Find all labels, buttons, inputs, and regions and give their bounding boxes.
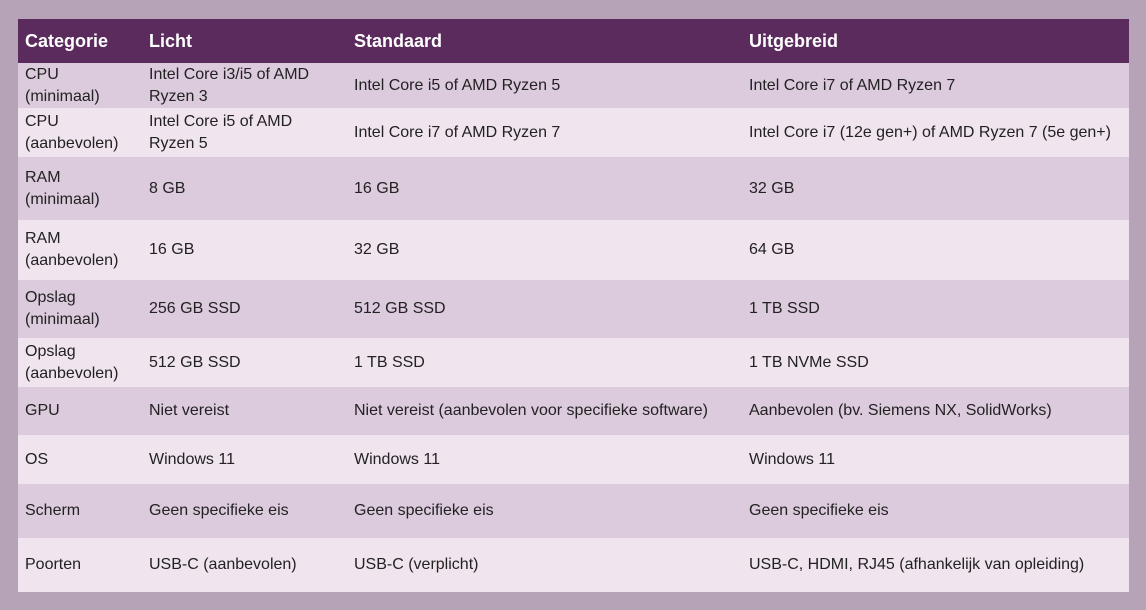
- table-cell: 8 GB: [142, 157, 347, 220]
- table-cell: USB-C (aanbevolen): [142, 538, 347, 592]
- table-header: Categorie Licht Standaard Uitgebreid: [18, 19, 1129, 63]
- table-row: GPU Niet vereist Niet vereist (aanbevolen …: [18, 387, 1129, 435]
- table-row: RAM (aanbevolen) 16 GB 32 GB 64 GB: [18, 220, 1129, 280]
- table-cell: Intel Core i3/i5 of AMD Ryzen 3: [142, 63, 347, 108]
- table-row: Opslag (aanbevolen) 512 GB SSD 1 TB SSD 1 T…: [18, 338, 1129, 387]
- table-cell: RAM (minimaal): [18, 157, 142, 220]
- table-cell: CPU (aanbevolen): [18, 108, 142, 157]
- table-cell: Intel Core i5 of AMD Ryzen 5: [142, 108, 347, 157]
- table-row: Scherm Geen specifieke eis Geen specifieke…: [18, 484, 1129, 538]
- table-cell: RAM (aanbevolen): [18, 220, 142, 280]
- table-row: OS Windows 11 Windows 11 Windows 11: [18, 435, 1129, 484]
- table-cell: Poorten: [18, 538, 142, 592]
- table-cell: Intel Core i7 (12e gen+) of AMD Ryzen 7 …: [742, 108, 1129, 157]
- table-cell: Windows 11: [347, 435, 742, 484]
- table-cell: OS: [18, 435, 142, 484]
- table-cell: GPU: [18, 387, 142, 435]
- table-cell: Aanbevolen (bv. Siemens NX, SolidWorks): [742, 387, 1129, 435]
- header-cell: Licht: [142, 19, 347, 63]
- header-cell: Standaard: [347, 19, 742, 63]
- table-cell: USB-C (verplicht): [347, 538, 742, 592]
- table-cell: Intel Core i7 of AMD Ryzen 7: [347, 108, 742, 157]
- table-cell: 512 GB SSD: [347, 280, 742, 338]
- table-cell: Opslag (minimaal): [18, 280, 142, 338]
- table-cell: 1 TB SSD: [742, 280, 1129, 338]
- table-cell: CPU (minimaal): [18, 63, 142, 108]
- table-cell: 32 GB: [347, 220, 742, 280]
- table-cell: Geen specifieke eis: [347, 484, 742, 538]
- table-cell: 16 GB: [142, 220, 347, 280]
- table-row: Opslag (minimaal) 256 GB SSD 512 GB SSD 1 T…: [18, 280, 1129, 338]
- table-cell: Niet vereist (aanbevolen voor specifieke…: [347, 387, 742, 435]
- table-cell: 256 GB SSD: [142, 280, 347, 338]
- table-row: CPU (aanbevolen) Intel Core i5 of AMD Ryz…: [18, 108, 1129, 157]
- table-body: CPU (minimaal) Intel Core i3/i5 of AMD Ry…: [18, 63, 1129, 592]
- table-cell: 1 TB SSD: [347, 338, 742, 387]
- table-cell: Geen specifieke eis: [742, 484, 1129, 538]
- table-row: CPU (minimaal) Intel Core i3/i5 of AMD Ry…: [18, 63, 1129, 108]
- header-row: Categorie Licht Standaard Uitgebreid: [18, 19, 1129, 63]
- table-cell: Windows 11: [742, 435, 1129, 484]
- table-row: Poorten USB-C (aanbevolen) USB-C (verplich…: [18, 538, 1129, 592]
- spec-table: Categorie Licht Standaard Uitgebreid CPU (m…: [18, 19, 1129, 592]
- header-cell: Categorie: [18, 19, 142, 63]
- table-cell: 1 TB NVMe SSD: [742, 338, 1129, 387]
- table-cell: USB-C, HDMI, RJ45 (afhankelijk van oplei…: [742, 538, 1129, 592]
- table-cell: Windows 11: [142, 435, 347, 484]
- table-cell: Niet vereist: [142, 387, 347, 435]
- table-cell: Intel Core i5 of AMD Ryzen 5: [347, 63, 742, 108]
- table-cell: 64 GB: [742, 220, 1129, 280]
- table-cell: 16 GB: [347, 157, 742, 220]
- header-cell: Uitgebreid: [742, 19, 1129, 63]
- table-cell: 512 GB SSD: [142, 338, 347, 387]
- table-cell: Scherm: [18, 484, 142, 538]
- table-cell: 32 GB: [742, 157, 1129, 220]
- table-cell: Intel Core i7 of AMD Ryzen 7: [742, 63, 1129, 108]
- table-cell: Opslag (aanbevolen): [18, 338, 142, 387]
- table-cell: Geen specifieke eis: [142, 484, 347, 538]
- table-row: RAM (minimaal) 8 GB 16 GB 32 GB: [18, 157, 1129, 220]
